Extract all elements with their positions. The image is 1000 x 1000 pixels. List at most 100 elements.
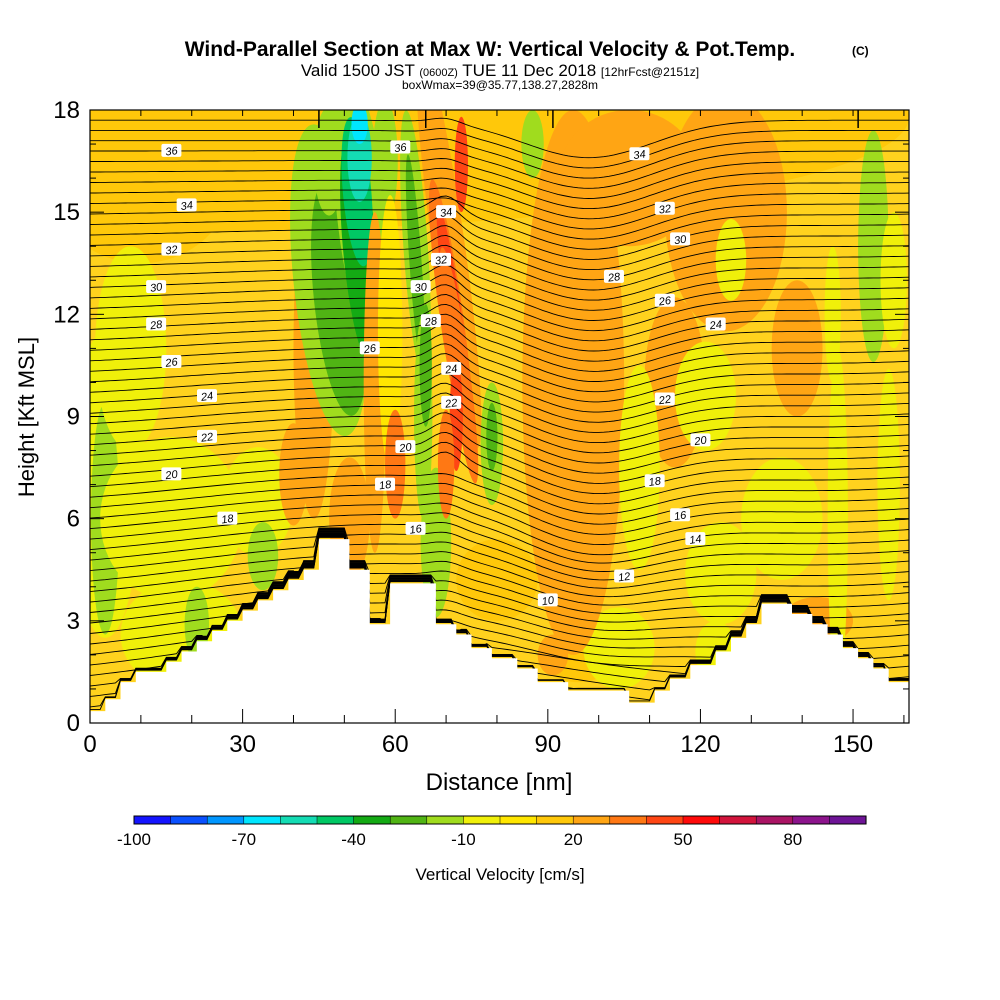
isentrope-label: 30 — [149, 281, 164, 295]
isentrope-label: 22 — [657, 394, 672, 408]
subtitle-utc: (0600Z) — [419, 67, 458, 79]
field-patch — [437, 409, 455, 519]
isentrope-label: 32 — [658, 203, 672, 217]
isentrope-label: 12 — [617, 571, 631, 585]
isentrope-lines — [90, 117, 909, 710]
isentrope-label-bg — [654, 201, 675, 215]
isentrope-line — [90, 254, 909, 311]
isentrope-line — [90, 431, 909, 495]
top-ticks — [140, 110, 905, 128]
isentrope-label-bg — [359, 341, 380, 355]
isentrope-label: 18 — [221, 513, 236, 527]
isentrope-label: 26 — [657, 295, 673, 309]
isentrope-line — [90, 412, 909, 474]
plot-area: 36 34 32 30 28 26 24 22 20 18 36 34 32 30 28 26 24 22 20 18… — [89, 109, 910, 724]
isentrope-label-bg — [390, 140, 411, 154]
field-patch — [741, 457, 823, 580]
colorbar-swatch — [389, 815, 428, 825]
colorbar-swatch — [646, 815, 684, 825]
field-patch — [372, 110, 398, 223]
isentrope-label: 30 — [673, 233, 688, 247]
isentrope-line — [90, 333, 909, 393]
subtitle-valid: Valid 1500 JST — [301, 61, 415, 80]
colorbar-swatch — [499, 815, 538, 825]
isentrope-line — [90, 531, 909, 581]
field-patch — [877, 368, 900, 601]
isentrope-line — [90, 402, 909, 464]
y-tick-label: 3 — [67, 608, 80, 635]
isentrope-label-bg — [644, 474, 665, 488]
isentrope-line — [90, 284, 909, 342]
isentrope-label-bg — [685, 532, 706, 546]
isentrope-label-bg — [603, 269, 624, 283]
isentrope-line — [90, 158, 909, 199]
isentrope-label: 10 — [541, 594, 556, 608]
isentrope-label-bg — [705, 317, 726, 331]
colorbar-swatch — [206, 815, 245, 825]
isentrope-label-bg — [405, 521, 426, 535]
field-patch — [100, 436, 243, 601]
field-patch — [824, 246, 841, 383]
isentrope-label-bg — [441, 395, 462, 409]
isentrope-label: 28 — [423, 315, 439, 329]
colorbar-swatch — [353, 815, 391, 825]
colorbar-swatch — [243, 815, 281, 825]
x-tick-label: 120 — [680, 731, 720, 758]
isentrope-line — [90, 294, 909, 352]
isentrope-label-bg — [690, 433, 711, 447]
chart-subtitle2: boxWmax=39@35.77,138.27,2828m — [402, 78, 598, 92]
isentrope-label-bg — [197, 389, 217, 403]
y-tick-label: 6 — [67, 506, 80, 533]
isentrope-line — [90, 382, 909, 444]
isentrope-line — [90, 512, 909, 564]
y-tick-label: 15 — [53, 199, 80, 226]
y-tick-label: 12 — [53, 301, 80, 328]
colorbar: -100 -70 -40 -10 20 50 80 — [117, 815, 867, 849]
field-patch — [522, 110, 625, 655]
isentrope-label: 24 — [199, 390, 214, 404]
isentrope-line — [90, 343, 909, 403]
isentrope-label-bg — [410, 280, 431, 294]
isentrope-label-bg — [654, 392, 675, 406]
isentrope-label: 20 — [693, 434, 709, 448]
isentrope-line — [90, 177, 909, 220]
isentrope-label-bg — [395, 440, 416, 454]
isentrope-line — [90, 528, 909, 606]
isentrope-label: 16 — [673, 509, 688, 523]
terrain — [90, 539, 909, 723]
field-band — [90, 110, 909, 233]
isentrope-line — [90, 363, 909, 423]
isentrope-line — [90, 530, 909, 623]
isentrope-label-bg — [420, 314, 441, 328]
field-patch — [351, 110, 368, 145]
isentrope-labels: 36 34 32 30 28 26 24 22 20 18 36 34 32 30 28 26 24 22 20 18… — [146, 140, 726, 608]
isentrope-line — [90, 205, 909, 260]
isentrope-label: 18 — [648, 475, 663, 489]
isentrope-line — [90, 148, 909, 189]
isentrope-label: 26 — [164, 356, 180, 370]
isentrope-line — [90, 244, 909, 301]
colorbar-tick-label: 50 — [674, 830, 693, 849]
colorbar-swatch — [426, 815, 464, 825]
isentrope-line — [90, 392, 909, 454]
isentrope-line — [90, 528, 909, 598]
field-patch — [377, 195, 403, 468]
field-patch — [521, 110, 544, 179]
isentrope-line — [90, 274, 909, 332]
isentrope-line — [90, 529, 909, 615]
isentrope-label-bg — [629, 147, 650, 161]
field-patch — [385, 409, 406, 519]
isentrope-label: 24 — [708, 319, 723, 333]
colorbar-swatch — [133, 815, 172, 825]
isentrope-label: 36 — [394, 142, 409, 156]
x-tick-label: 0 — [83, 731, 96, 758]
isentrope-label-bg — [161, 143, 182, 157]
isentrope-label: 30 — [414, 281, 429, 295]
y-tick-label: 9 — [67, 404, 80, 431]
colorbar-tick-label: -40 — [341, 830, 366, 849]
colorbar-swatch — [463, 815, 501, 825]
isentrope-line — [90, 303, 909, 362]
x-tick-label: 90 — [534, 731, 561, 758]
isentrope-label: 32 — [434, 254, 448, 268]
